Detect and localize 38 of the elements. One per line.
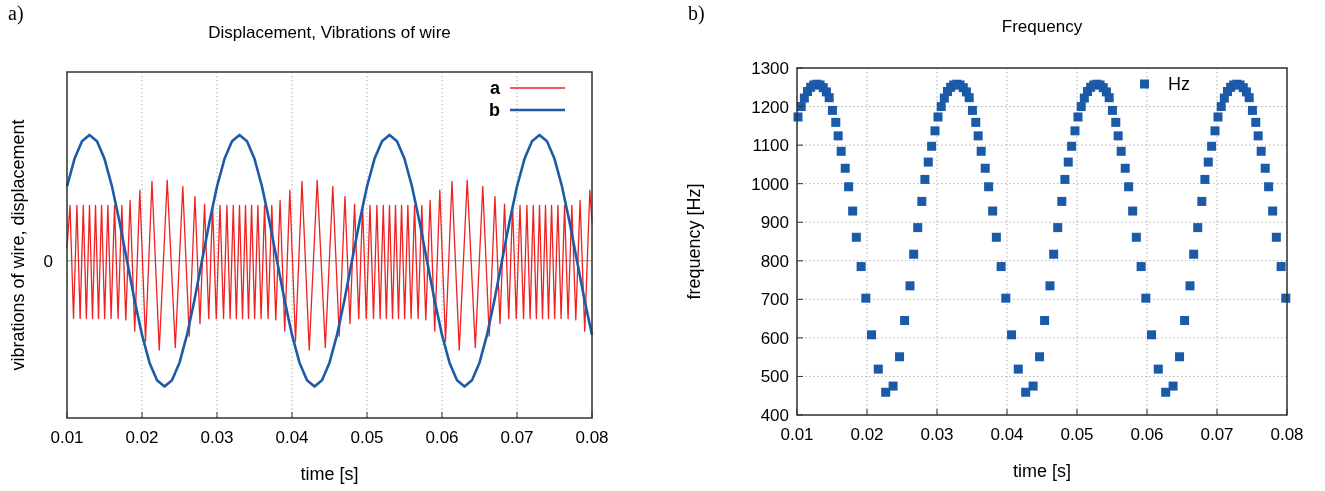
- y-tick-label: 600: [760, 328, 789, 348]
- x-tick-label: 0.07: [1200, 425, 1234, 444]
- y-tick-label: 1000: [751, 174, 789, 194]
- y-tick-label: 900: [760, 213, 789, 233]
- x-tick-label: 0.04: [275, 428, 309, 447]
- y-tick-label: 1200: [751, 97, 789, 117]
- x-tick-label: 0.02: [125, 428, 159, 447]
- chart-title: Displacement, Vibrations of wire: [208, 23, 451, 42]
- x-tick-label: 0.05: [350, 428, 384, 447]
- x-axis-title: time [s]: [300, 464, 359, 484]
- y-tick-label: 800: [760, 251, 789, 271]
- x-tick-label: 0.08: [575, 428, 609, 447]
- x-tick-label: 0.06: [425, 428, 459, 447]
- x-tick-label: 0.07: [500, 428, 534, 447]
- legend-label: Hz: [1168, 74, 1190, 95]
- text: b): [688, 2, 705, 25]
- y-axis-title: vibrations of wire, displacement: [8, 119, 28, 371]
- y-tick-label: 700: [760, 290, 789, 310]
- y-tick-label: 1100: [752, 136, 789, 156]
- ref-line-label: 0: [43, 251, 53, 271]
- x-tick-label: 0.06: [1130, 425, 1164, 444]
- x-axis-title: time [s]: [1012, 461, 1072, 481]
- y-tick-label: 400: [760, 405, 789, 425]
- y-tick-label: 500: [760, 367, 789, 387]
- x-tick-label: 0.03: [200, 428, 234, 447]
- x-tick-label: 0.01: [50, 428, 84, 447]
- y-tick-label: 1300: [751, 58, 789, 78]
- x-tick-label: 0.08: [1270, 425, 1304, 444]
- text: a): [8, 2, 24, 25]
- legend-label: b: [489, 100, 500, 121]
- x-tick-label: 0.05: [1060, 425, 1094, 444]
- y-axis-title: frequency [Hz]: [684, 183, 704, 300]
- chart-title: Frequency: [1001, 17, 1083, 36]
- legend-label: a: [489, 78, 501, 99]
- x-tick-label: 0.03: [920, 425, 954, 444]
- x-tick-label: 0.04: [990, 425, 1024, 444]
- x-tick-label: 0.02: [850, 425, 884, 444]
- x-tick-label: 0.01: [780, 425, 814, 444]
